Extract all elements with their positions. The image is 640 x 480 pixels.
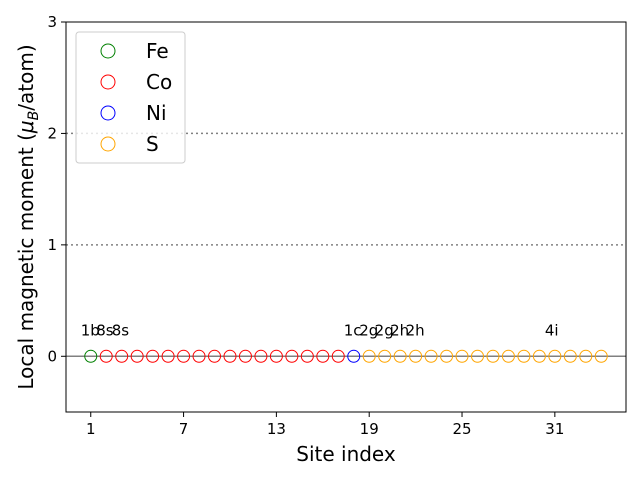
x-axis-ticks: 1 7 13 19 25 31 [86, 412, 564, 438]
data-point-co [316, 349, 330, 363]
data-point-co [177, 349, 191, 363]
x-tick-label: 13 [267, 420, 286, 438]
y-tick-label: 2 [47, 124, 57, 142]
x-tick-label: 19 [360, 420, 379, 438]
data-point-co [99, 349, 113, 363]
legend: Fe Co Ni S [75, 31, 186, 164]
data-point-s [532, 349, 546, 363]
data-point-co [331, 349, 345, 363]
legend-marker-fe [100, 43, 116, 59]
data-point-co [192, 349, 206, 363]
data-point-s [579, 349, 593, 363]
data-point-co [254, 349, 268, 363]
data-point-s [486, 349, 500, 363]
site-annotation: 2g [375, 321, 394, 339]
data-point-s [393, 349, 407, 363]
data-point-co [115, 349, 129, 363]
x-tick-label: 31 [545, 420, 564, 438]
y-axis-ticks: 0 1 2 3 [47, 13, 66, 365]
legend-marker-s [100, 136, 116, 152]
legend-marker-co [100, 74, 116, 90]
legend-label-co: Co [146, 70, 172, 94]
data-point-ni [347, 349, 361, 363]
data-point-co [300, 349, 314, 363]
data-point-s [455, 349, 469, 363]
grid-lines [66, 132, 626, 358]
data-point-co [285, 349, 299, 363]
site-annotation: 2g [359, 321, 378, 339]
data-point-co [130, 349, 144, 363]
data-point-co [146, 349, 160, 363]
site-annotation: 1b [81, 321, 100, 339]
data-points [84, 349, 608, 363]
data-point-s [378, 349, 392, 363]
data-point-s [501, 349, 515, 363]
data-point-s [409, 349, 423, 363]
x-tick-label: 7 [179, 420, 189, 438]
x-tick-label: 1 [86, 420, 96, 438]
y-tick-label: 0 [47, 347, 57, 365]
data-point-fe [84, 349, 98, 363]
legend-label-fe: Fe [146, 39, 169, 63]
y-tick-label: 1 [47, 236, 57, 254]
site-annotation: 4i [545, 321, 559, 339]
site-annotation: 1c [344, 321, 362, 339]
legend-marker-ni [100, 105, 116, 121]
y-tick-label: 3 [47, 13, 57, 31]
data-point-s [563, 349, 577, 363]
x-tick-label: 25 [452, 420, 471, 438]
site-annotation: 2h [406, 321, 425, 339]
x-axis-label: Site index [296, 442, 396, 466]
data-point-s [424, 349, 438, 363]
site-annotation: 8s [96, 321, 114, 339]
data-point-co [238, 349, 252, 363]
plot-frame [65, 21, 627, 413]
data-point-s [440, 349, 454, 363]
data-point-co [161, 349, 175, 363]
y-axis-label: Local magnetic moment (μB/atom) [14, 44, 42, 389]
data-point-s [470, 349, 484, 363]
data-point-s [362, 349, 376, 363]
data-point-s [594, 349, 608, 363]
data-point-co [269, 349, 283, 363]
legend-frame [75, 31, 186, 164]
data-point-co [208, 349, 222, 363]
legend-label-ni: Ni [146, 101, 167, 125]
legend-label-s: S [146, 132, 159, 156]
data-point-s [548, 349, 562, 363]
data-point-s [517, 349, 531, 363]
site-annotation: 8s [112, 321, 130, 339]
data-point-co [223, 349, 237, 363]
site-annotation: 2h [390, 321, 409, 339]
